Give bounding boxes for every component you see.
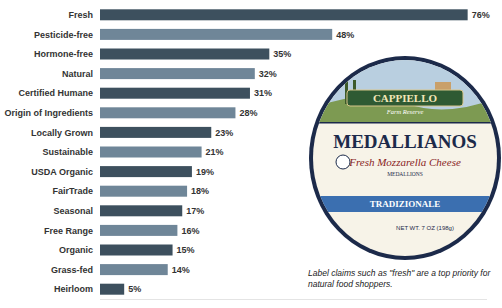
label-inner [313,60,497,256]
category-label: USDA Organic [31,167,93,177]
bar [100,68,255,79]
bar [100,9,468,20]
data-label: 5% [128,284,141,294]
category-label: Seasonal [53,206,93,216]
category-label: Organic [59,245,93,255]
data-label: 48% [336,30,354,40]
variety: TRADIZIONALE [370,199,441,209]
caption: Label claims such as "fresh" are a top p… [308,268,496,290]
variety-band [313,196,497,212]
bar [100,245,173,256]
bar [100,147,202,158]
rule [313,122,497,124]
data-label: 32% [259,69,277,79]
category-label: Fresh [68,10,93,20]
sub-brand: Farm Reserve [386,108,424,115]
data-label: 18% [191,186,209,196]
product-type: MEDALLIONS [387,171,423,177]
product-label: CAPPIELLO Farm Reserve MEDALLIANOS Fresh Mo… [309,56,501,260]
data-label: 17% [186,206,204,216]
x-axis-line [100,299,487,300]
seal [336,155,350,169]
category-label: Heirloom [54,284,93,294]
brand-banner [347,90,463,106]
data-label: 19% [196,167,214,177]
bar [100,225,177,236]
bar [100,88,250,99]
bar [100,284,124,295]
bar [100,29,332,40]
category-label: Pesticide-free [34,30,93,40]
category-label: Origin of Ingredients [4,108,93,118]
category-label: Certified Humane [18,88,93,98]
chart: Fresh 76% Pesticide-free 48% Hormone-free 35%… [0,0,502,308]
bar [100,49,269,60]
data-label: 28% [239,108,257,118]
category-label: Hormone-free [34,49,93,59]
category-label: FairTrade [52,186,93,196]
data-label: 23% [215,128,233,138]
bar [100,166,192,177]
product-name: MEDALLIANOS [333,131,477,152]
category-label: Grass-fed [51,265,93,275]
bar [100,107,235,118]
data-label: 21% [206,147,224,157]
bar [100,264,168,275]
data-label: 15% [177,245,195,255]
product-desc: Fresh Mozzarella Cheese [348,156,461,168]
category-label: Free Range [44,226,93,236]
category-label: Natural [62,69,93,79]
bar [100,186,187,197]
data-label: 76% [472,10,490,20]
sky [313,60,497,122]
label-rim [309,56,501,260]
brand: CAPPIELLO [373,92,438,104]
data-label: 35% [273,49,291,59]
data-label: 16% [181,226,199,236]
category-label: Sustainable [42,147,93,157]
bar [100,205,182,216]
category-label: Locally Grown [31,128,93,138]
net-weight: NET WT. 7 OZ (198g) [396,225,454,231]
label-bg [313,60,497,256]
data-label: 14% [172,265,190,275]
data-label: 31% [254,88,272,98]
bar [100,127,211,138]
